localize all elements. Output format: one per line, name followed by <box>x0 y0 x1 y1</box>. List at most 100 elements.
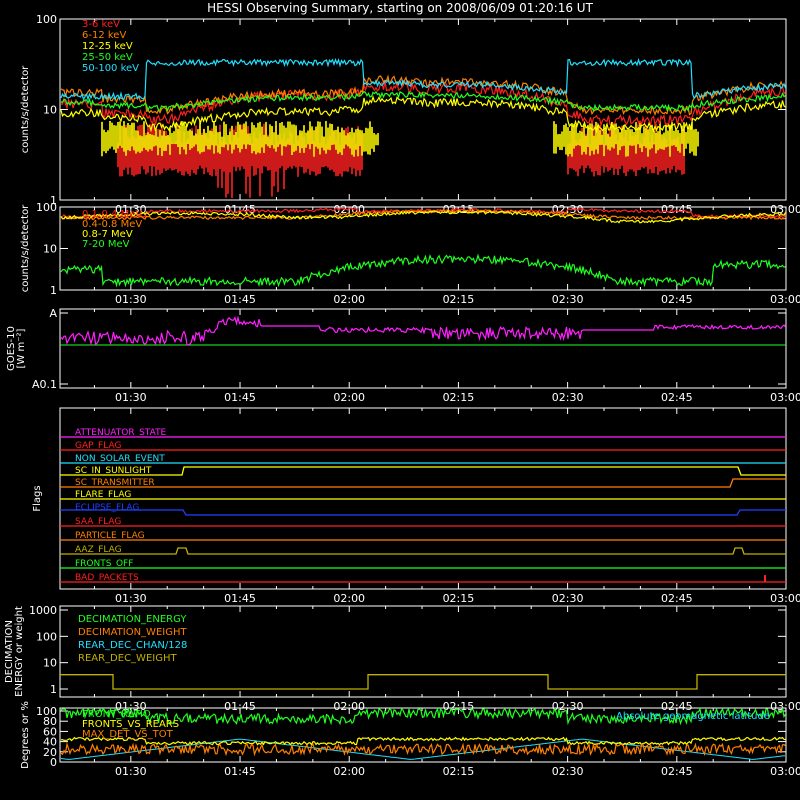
legend-entry: 3-6 keV <box>82 19 120 30</box>
legend-entry: 0.1-0.4 MeV <box>82 209 142 220</box>
legend-entry: FRONT_RATIO <box>82 709 151 720</box>
x-tick-label: 01:30 <box>115 592 147 605</box>
legend-entry: 7-20 MeV <box>82 239 130 250</box>
flag-line <box>60 547 786 555</box>
y-tick-label: 100 <box>36 13 57 26</box>
flag-line <box>60 466 786 476</box>
legend-entry: 25-50 keV <box>82 52 133 63</box>
x-tick-label: 01:45 <box>224 293 256 306</box>
panel-frame-0 <box>59 18 787 201</box>
y-axis-label: counts/s/detector <box>20 65 31 153</box>
legend-entry: REAR_DEC_WEIGHT <box>78 653 177 664</box>
x-tick-label: 02:45 <box>661 700 693 713</box>
panel-frame-2 <box>59 308 787 389</box>
x-tick-label: 01:30 <box>115 293 147 306</box>
x-tick-label: 01:30 <box>115 391 147 404</box>
legend-entry: 50-100 keV <box>82 63 139 74</box>
x-tick-label: 02:00 <box>333 592 365 605</box>
y-tick-label: 10 <box>43 243 57 256</box>
legend-entry: 0.4-0.8 MeV <box>82 219 142 230</box>
goes-short-channel <box>60 315 786 346</box>
flag-line <box>60 509 786 516</box>
legend-entry: 6-12 keV <box>82 30 126 41</box>
flag-label: SC_TRANSMITTER <box>75 478 155 488</box>
flag-label: SAA_FLAG <box>75 517 121 527</box>
y-axis-label-2: [W m⁻²] <box>16 328 27 368</box>
flag-label: GAP_FLAG <box>75 441 121 451</box>
y-tick-label: 100 <box>36 705 57 718</box>
y-axis-label: counts/s/detector <box>20 204 31 292</box>
flag-label: NON_SOLAR_EVENT <box>75 454 165 464</box>
flag-label: AAZ_FLAG <box>75 545 122 555</box>
legend-entry: 0.8-7 MeV <box>82 229 133 240</box>
y-tick-label: 10 <box>43 657 57 670</box>
y-tick-label: 100 <box>36 201 57 214</box>
y-tick-label: 1 <box>50 194 57 207</box>
x-tick-label: 03:00 <box>770 293 800 306</box>
max-det-vs-tot-line <box>60 741 786 757</box>
y-axis-label: Degrees or % <box>20 701 31 769</box>
flag-label: ECLIPSE_FLAG <box>75 503 139 513</box>
x-tick-label: 02:30 <box>552 293 584 306</box>
flag-label: FLARE_FLAG <box>75 490 131 500</box>
x-tick-label: 02:30 <box>552 765 584 778</box>
legend-entry: DECIMATION_WEIGHT <box>78 627 187 638</box>
x-tick-label: 03:00 <box>770 765 800 778</box>
y-tick-label: 0 <box>50 756 57 769</box>
y-tick-label: 1 <box>50 284 57 297</box>
x-tick-label: 02:00 <box>333 765 365 778</box>
y-tick-label: A0.1 <box>32 378 57 391</box>
y-tick-label: 20 <box>43 746 57 759</box>
y-tick-label: 40 <box>43 736 57 749</box>
series-0-8-7-mev <box>60 209 787 224</box>
fronts-vs-rears-line <box>60 736 786 746</box>
legend-entry: REAR_DEC_CHAN/128 <box>78 640 187 651</box>
legend-entry: Absolute geomagnetic latitude <box>616 711 770 722</box>
y-tick-label: 100 <box>36 630 57 643</box>
y-tick-label: 80 <box>43 715 57 728</box>
x-tick-label: 02:45 <box>661 391 693 404</box>
panel-frame-5 <box>59 707 787 763</box>
x-tick-label: 02:00 <box>333 700 365 713</box>
y-axis-label-2: ENERGY or weight <box>14 606 25 697</box>
x-tick-label: 02:30 <box>552 391 584 404</box>
x-tick-label: 02:45 <box>661 765 693 778</box>
series-50-100-kev-line <box>60 57 787 102</box>
legend-entry: 12-25 keV <box>82 41 133 52</box>
legend-entry: FRONTS_VS_REARS <box>82 719 179 730</box>
x-tick-label: 02:15 <box>443 592 475 605</box>
x-tick-label: 03:00 <box>770 592 800 605</box>
series-12-25-kev-line <box>60 95 786 133</box>
x-tick-label: 01:45 <box>224 700 256 713</box>
y-tick-label: 1 <box>50 683 57 696</box>
x-tick-label: 01:30 <box>115 700 147 713</box>
flag-label: BAD_PACKETS <box>75 573 139 583</box>
front-ratio-line <box>60 706 787 726</box>
y-tick-label: 10 <box>43 104 57 117</box>
rear-dec-weight-line <box>60 674 786 690</box>
flag-label: SC_IN_SUNLIGHT <box>75 466 152 476</box>
x-tick-label: 02:15 <box>443 391 475 404</box>
series-25-50-kev-line <box>60 90 786 113</box>
series-0-4-0-8-mev <box>60 208 786 221</box>
x-tick-label: 01:45 <box>224 592 256 605</box>
y-tick-label: 60 <box>43 725 57 738</box>
y-tick-label: A <box>49 307 57 320</box>
flag-label: FRONTS_OFF <box>75 559 133 569</box>
x-tick-label: 02:15 <box>443 293 475 306</box>
y-axis-label: DECIMATION <box>4 620 15 683</box>
flag-label: ATTENUATOR_STATE <box>75 428 167 438</box>
y-axis-label: Flags <box>32 485 43 511</box>
x-tick-label: 03:00 <box>770 700 800 713</box>
x-tick-label: 02:45 <box>661 592 693 605</box>
legend-entry: DECIMATION_ENERGY <box>78 614 187 625</box>
x-tick-label: 01:45 <box>224 391 256 404</box>
panel-frame-4 <box>59 605 787 698</box>
legend-entry: MAX_DET_VS_TOT <box>82 729 174 740</box>
series-7-20-mev <box>60 253 786 288</box>
chart-title: HESSI Observing Summary, starting on 200… <box>207 1 593 15</box>
x-tick-label: 02:45 <box>661 293 693 306</box>
x-tick-label: 02:15 <box>443 765 475 778</box>
x-tick-label: 02:00 <box>333 391 365 404</box>
